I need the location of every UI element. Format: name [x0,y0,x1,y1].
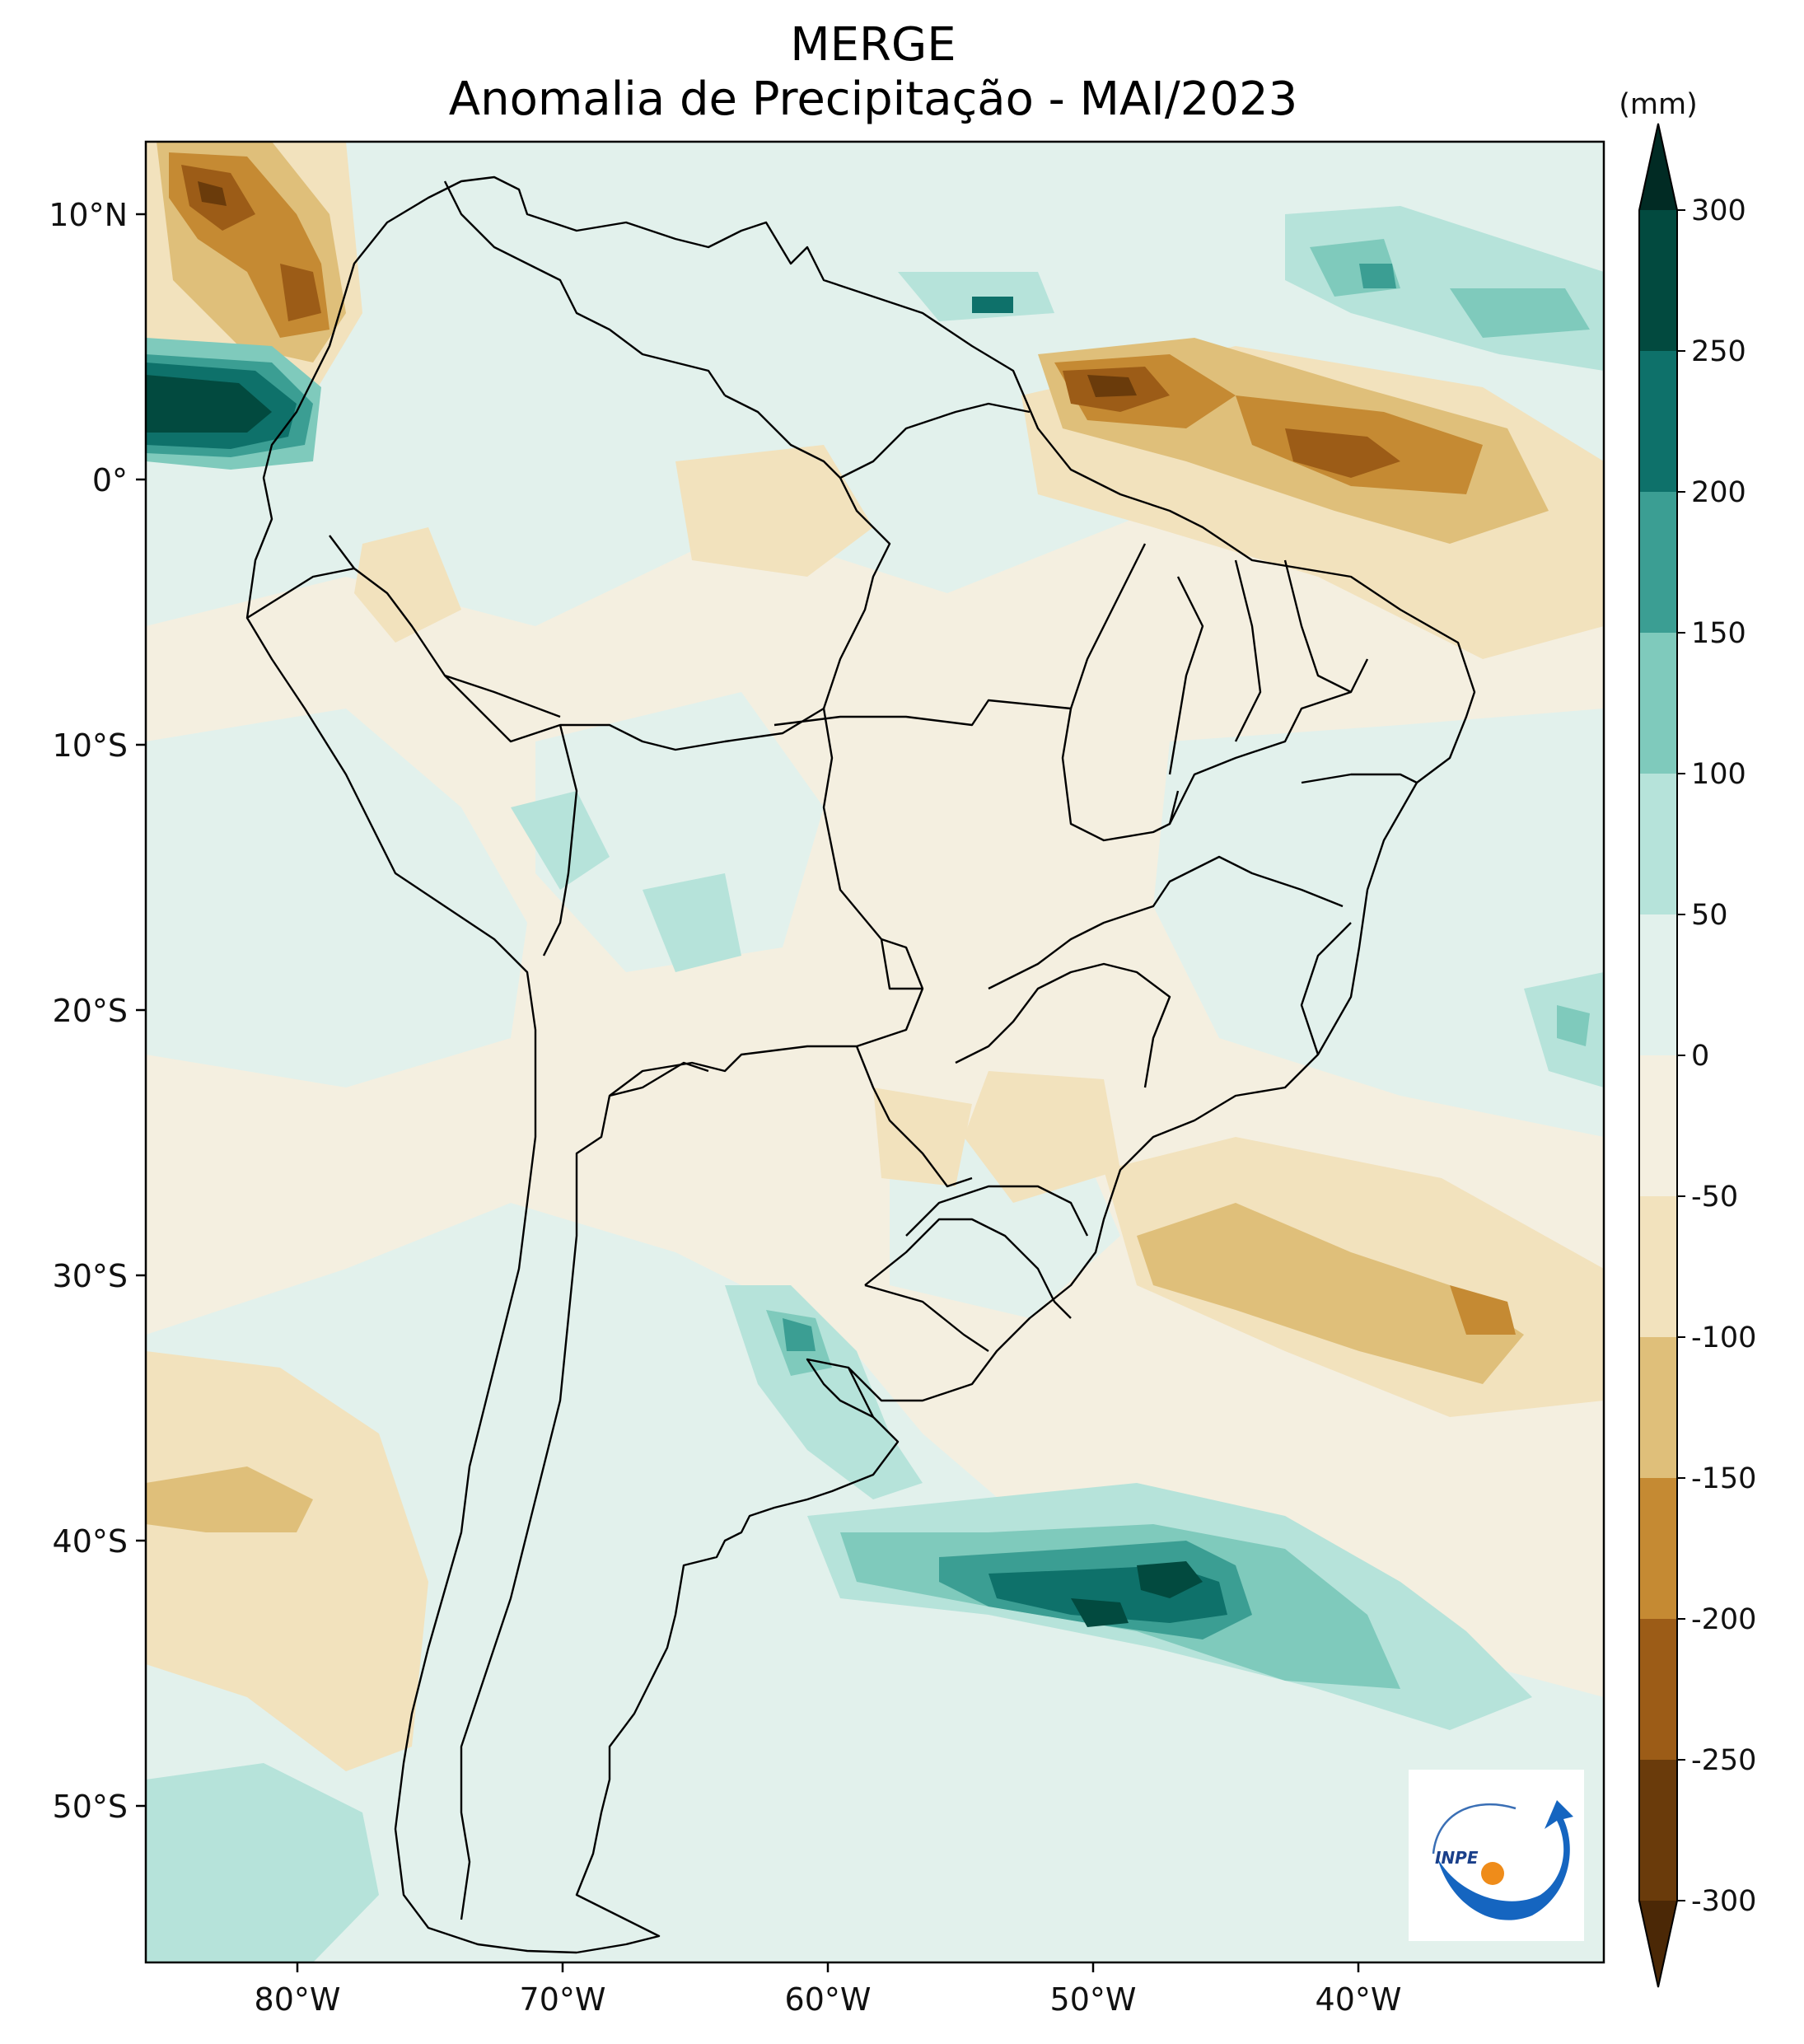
colorbar-tick-label: 200 [1691,476,1746,509]
logo-text: INPE [1435,1848,1479,1868]
border-line [609,1061,709,1097]
colorbar-tick-label: 0 [1691,1040,1709,1073]
border-line [542,724,578,957]
axis-ticks [136,213,1360,1972]
y-tick-label: 10°N [49,197,128,233]
colorbar: (mm) 300 250 200 150 100 50 0 -50 -100 -150 -200 -2… [1619,88,1756,1988]
colorbar-tick-label: 150 [1691,617,1746,650]
y-tick-label: 0° [92,462,128,498]
border-line [1300,922,1352,1055]
colorbar-tick-label: 50 [1691,899,1728,932]
colorbar-segment [1639,1196,1677,1338]
border-line [988,855,1344,990]
colorbar-segment [1639,492,1677,634]
x-axis-labels: 80°W 70°W 60°W 50°W 40°W [255,1981,1402,2018]
x-tick-label: 60°W [785,1981,872,2018]
y-axis-labels: 10°N 0° 10°S 20°S 30°S 40°S 50°S [49,197,128,1825]
border-line [905,1185,1089,1237]
logo-sun [1481,1862,1504,1885]
x-tick-label: 70°W [520,1981,606,2018]
logo-orbit-arc [1432,1803,1517,1855]
colorbar-segment [1639,1337,1677,1479]
colorbar-extend-top [1639,124,1677,210]
border-line [1234,559,1262,742]
colorbar-segment [1639,633,1677,774]
colorbar-segment [1639,1619,1677,1761]
colorbar-ticks: 300 250 200 150 100 50 0 -50 -100 -150 -200 -250 -30… [1677,194,1756,1918]
colorbar-tick-label: 300 [1691,194,1746,227]
inpe-logo: INPE [1409,1770,1584,1941]
border-line [773,699,1180,842]
colorbar-tick-label: -200 [1691,1603,1756,1636]
colorbar-segment [1639,1055,1677,1197]
colorbar-segment [1639,210,1677,352]
colorbar-segment [1639,774,1677,915]
anomaly-negative-250-zones [198,181,1137,397]
y-tick-label: 50°S [53,1789,128,1825]
border-line [1168,576,1204,775]
colorbar-segment [1639,351,1677,493]
border-line [329,477,891,751]
colorbar-tick-label: -300 [1691,1885,1756,1918]
colorbar-extend-bottom [1639,1901,1677,1987]
border-line [955,962,1171,1088]
colorbar-tick-label: 100 [1691,758,1746,791]
colorbar-tick-label: -100 [1691,1321,1756,1354]
y-tick-label: 20°S [53,993,128,1029]
border-line [443,180,726,396]
colorbar-tick-label: 250 [1691,335,1746,368]
x-tick-label: 80°W [255,1981,341,2018]
anomaly-field [146,142,1604,1962]
title-line-2: Anomalia de Precipitação - MAI/2023 [448,72,1298,126]
colorbar-tick-label: -150 [1691,1462,1756,1495]
colorbar-segment [1639,1760,1677,1901]
coastline-and-borders [245,175,1476,1954]
title-line-1: MERGE [790,18,956,72]
south-america-coastline [245,175,1476,1954]
border-line [1069,543,1147,709]
border-line [1283,559,1352,694]
x-tick-label: 40°W [1316,1981,1402,2018]
border-line [855,1045,973,1188]
colorbar-unit-label: (mm) [1619,88,1698,121]
border-line [864,1218,1072,1319]
x-tick-label: 50°W [1050,1981,1137,2018]
border-line [724,394,1031,479]
y-tick-label: 10°S [53,727,128,764]
colorbar-segment [1639,1478,1677,1620]
colorbar-tick-label: -250 [1691,1744,1756,1777]
border-line [1301,773,1418,784]
border-line [246,567,355,620]
border-line [880,938,923,990]
anomaly-250-zones [146,375,1203,1627]
colorbar-segment [1639,914,1677,1056]
y-tick-label: 30°S [53,1258,128,1294]
colorbar-tick-label: -50 [1691,1181,1738,1214]
border-line [806,1358,874,1419]
logo-arrow [1437,1800,1573,1920]
plot-frame [144,140,1605,1964]
border-line [444,674,561,718]
colorbar-segments [1638,123,1678,1988]
y-tick-label: 40°S [53,1523,128,1560]
border-line [864,1284,989,1352]
